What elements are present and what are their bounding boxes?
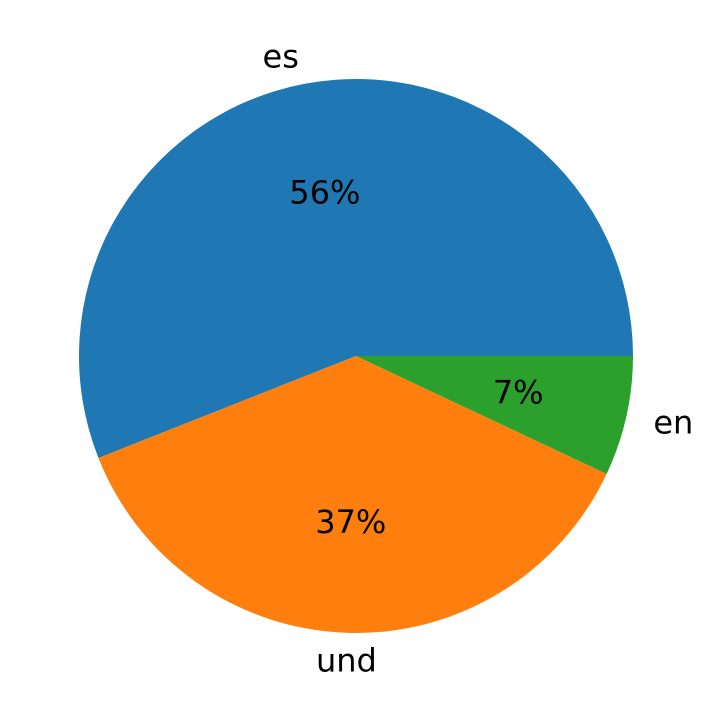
pie-pct-label-und: 37% [315,503,386,541]
pie-slice-es [78,78,634,458]
pie-slice-en [356,356,633,474]
pie-slice-und [98,356,607,633]
pie-category-label-en: en [653,403,693,441]
pie-labels: 56% es 37% und 7% en [263,38,694,680]
pie-category-label-und: und [316,642,377,680]
pie-pct-label-es: 56% [289,174,360,212]
pie-pct-label-en: 7% [493,373,544,411]
pie-slices [78,78,634,633]
pie-category-label-es: es [263,38,299,76]
